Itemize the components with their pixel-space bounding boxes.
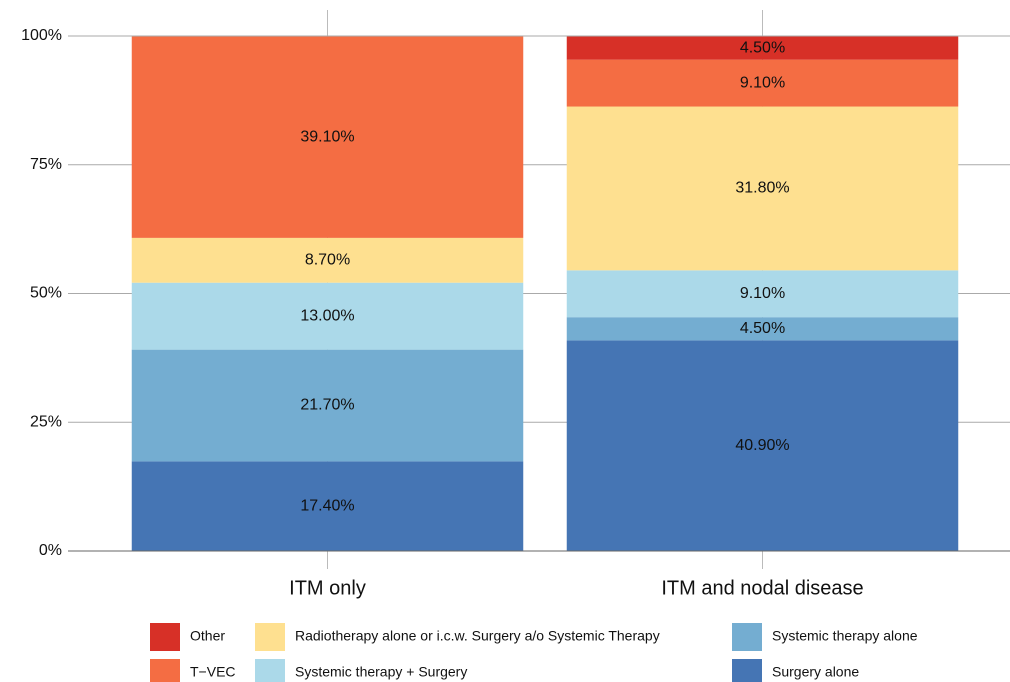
legend-swatch	[732, 623, 762, 651]
legend-label: Systemic therapy alone	[772, 628, 918, 644]
legend-label: Systemic therapy + Surgery	[295, 664, 467, 680]
bar-segment	[566, 106, 959, 271]
legend-swatch	[255, 659, 285, 682]
legend-label: Radiotherapy alone or i.c.w. Surgery a/o…	[295, 628, 660, 644]
x-tick-label: ITM and nodal disease	[661, 577, 863, 599]
legend-swatch	[255, 623, 285, 651]
bar-segment	[131, 461, 524, 551]
value-label: 9.10%	[740, 285, 785, 302]
bar-segment	[131, 282, 524, 350]
bar-segment	[131, 36, 524, 238]
bar-segment	[566, 59, 959, 107]
y-tick-label: 100%	[21, 27, 62, 44]
legend-label: Surgery alone	[772, 664, 859, 680]
x-tick-label: ITM only	[289, 577, 366, 599]
y-tick-label: 0%	[39, 542, 62, 559]
legend-label: T−VEC	[190, 664, 236, 680]
y-tick-label: 75%	[30, 156, 62, 173]
value-label: 39.10%	[300, 128, 354, 145]
value-label: 13.00%	[300, 307, 354, 324]
value-label: 4.50%	[740, 39, 785, 56]
value-label: 31.80%	[735, 180, 789, 197]
y-tick-label: 50%	[30, 285, 62, 302]
bar-segment	[566, 36, 959, 60]
legend-swatch	[150, 623, 180, 651]
bar-segment	[566, 270, 959, 318]
value-label: 40.90%	[735, 437, 789, 454]
y-tick-label: 25%	[30, 413, 62, 430]
bar-segment	[131, 349, 524, 462]
value-label: 21.70%	[300, 397, 354, 414]
bar-segment	[566, 340, 959, 551]
value-label: 8.70%	[305, 252, 350, 269]
legend-label: Other	[190, 628, 225, 644]
bar-segment	[131, 237, 524, 283]
value-label: 17.40%	[300, 497, 354, 514]
bar-segment	[566, 317, 959, 341]
value-label: 9.10%	[740, 74, 785, 91]
legend-swatch	[150, 659, 180, 682]
value-label: 4.50%	[740, 320, 785, 337]
legend-swatch	[732, 659, 762, 682]
